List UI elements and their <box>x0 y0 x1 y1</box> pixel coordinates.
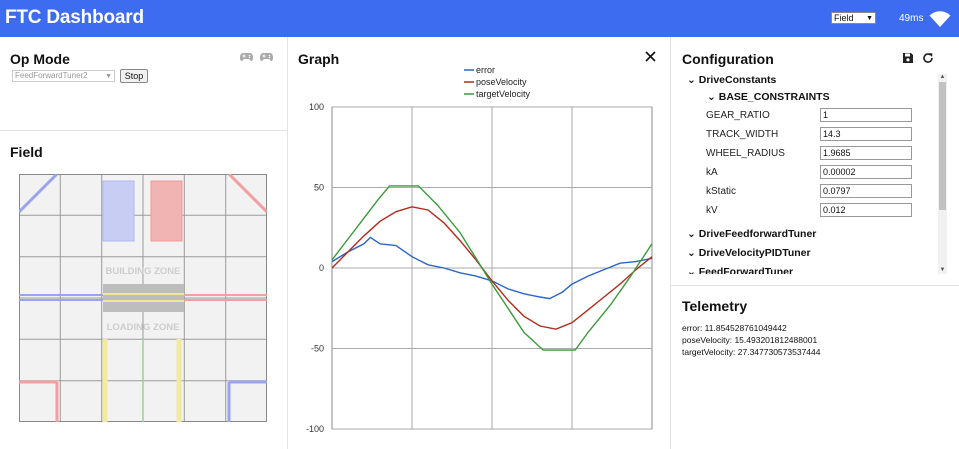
opmode-select[interactable]: FeedForwardTuner2 ▼ <box>12 70 115 82</box>
config-group-drive-feedforward-tuner[interactable]: ⌄ DriveFeedforwardTuner <box>687 228 817 240</box>
y-tick-label: 0 <box>319 263 324 273</box>
wifi-icon <box>929 11 951 27</box>
chevron-down-icon: ⌄ <box>687 266 696 274</box>
layout-select[interactable]: Field ▼ <box>831 12 876 24</box>
opmode-title: Op Mode <box>10 51 70 67</box>
legend-label: error <box>476 65 495 75</box>
config-field-label: kStatic <box>706 186 737 197</box>
field-view: BUILDING ZONE LOADING ZONE <box>17 172 269 422</box>
graph-chart: 100 50 0 -50 -100 error poseVelocity targetVelo… <box>306 65 653 434</box>
field-canvas: BUILDING ZONE LOADING ZONE <box>17 172 269 422</box>
app-title: FTC Dashboard <box>5 7 144 28</box>
config-group-drive-constants[interactable]: ⌄ DriveConstants <box>687 74 777 86</box>
telemetry-title: Telemetry <box>682 298 748 314</box>
config-field-label: WHEEL_RADIUS <box>706 148 785 159</box>
legend-label: poseVelocity <box>476 77 527 87</box>
wheel-radius-input[interactable]: 1.9685 <box>820 146 912 160</box>
gamepad-2-icon <box>260 53 273 61</box>
config-group-base-constraints[interactable]: ⌄ BASE_CONSTRAINTS <box>707 91 830 103</box>
top-bar: FTC Dashboard Field ▼ 49ms <box>0 0 959 37</box>
y-tick-label: 50 <box>314 183 324 193</box>
y-tick-label: 100 <box>309 102 324 112</box>
opmode-select-value: FeedForwardTuner2 <box>15 71 88 80</box>
config-field-row: kStatic 0.0797 <box>706 184 946 200</box>
y-tick-label: -100 <box>306 424 324 434</box>
chevron-down-icon: ▼ <box>866 15 873 22</box>
config-tree: ⌄ DriveConstants ⌄ BASE_CONSTRAINTS GEAR… <box>671 74 949 274</box>
config-field-row: kV 0.012 <box>706 203 946 219</box>
config-title: Configuration <box>682 51 774 67</box>
track-width-input[interactable]: 14.3 <box>820 127 912 141</box>
scroll-down-icon[interactable]: ▼ <box>939 267 946 273</box>
scroll-up-icon[interactable]: ▲ <box>939 74 946 80</box>
config-field-label: TRACK_WIDTH <box>706 129 779 140</box>
telemetry-line: targetVelocity: 27.347730573537444 <box>682 347 821 357</box>
scroll-thumb[interactable] <box>939 82 946 210</box>
kv-input[interactable]: 0.012 <box>820 203 912 217</box>
chevron-down-icon: ▼ <box>105 73 112 80</box>
latency-readout: 49ms <box>899 13 924 24</box>
config-field-label: GEAR_RATIO <box>706 110 770 121</box>
stop-button[interactable]: Stop <box>120 69 148 83</box>
building-zone-label: BUILDING ZONE <box>106 266 181 277</box>
chevron-down-icon: ⌄ <box>687 247 696 259</box>
telemetry-line: poseVelocity: 15.493201812488001 <box>682 335 818 345</box>
divider <box>0 130 287 131</box>
chevron-down-icon: ⌄ <box>687 74 696 86</box>
series-line-targetVelocity <box>331 185 653 351</box>
config-field-row: GEAR_RATIO 1 <box>706 108 946 124</box>
field-title: Field <box>10 144 43 160</box>
chevron-down-icon: ⌄ <box>687 228 696 240</box>
legend-label: targetVelocity <box>476 89 531 99</box>
telemetry-line: error: 11.854528761049442 <box>682 323 787 333</box>
right-column: Configuration ⌄ DriveConstants ⌄ BASE_CO… <box>671 37 959 449</box>
layout-select-value: Field <box>834 13 854 23</box>
series-line-poseVelocity <box>331 206 653 330</box>
config-field-label: kA <box>706 167 718 178</box>
kstatic-input[interactable]: 0.0797 <box>820 184 912 198</box>
left-column: Op Mode FeedForwardTuner2 ▼ Stop Field <box>0 37 288 449</box>
gamepad-1-icon <box>240 53 253 61</box>
y-tick-label: -50 <box>311 344 324 354</box>
graph-title: Graph <box>298 51 340 67</box>
config-group-feedforward-tuner[interactable]: ⌄ FeedForwardTuner <box>687 266 793 274</box>
config-group-drive-velocity-pid-tuner[interactable]: ⌄ DriveVelocityPIDTuner <box>687 247 811 259</box>
config-scrollbar[interactable]: ▲ ▼ <box>938 74 947 274</box>
divider <box>671 285 959 286</box>
ka-input[interactable]: 0.00002 <box>820 165 912 179</box>
loading-zone-label: LOADING ZONE <box>107 322 180 333</box>
close-icon[interactable] <box>645 51 656 62</box>
graph-column: Graph 100 50 0 -50 -100 error poseVelocity targ… <box>288 37 671 449</box>
save-icon[interactable] <box>902 52 914 64</box>
config-field-row: kA 0.00002 <box>706 165 946 181</box>
gear-ratio-input[interactable]: 1 <box>820 108 912 122</box>
config-field-row: TRACK_WIDTH 14.3 <box>706 127 946 143</box>
chevron-down-icon: ⌄ <box>707 91 716 103</box>
refresh-icon[interactable] <box>922 52 934 64</box>
config-field-label: kV <box>706 205 718 216</box>
config-field-row: WHEEL_RADIUS 1.9685 <box>706 146 946 162</box>
